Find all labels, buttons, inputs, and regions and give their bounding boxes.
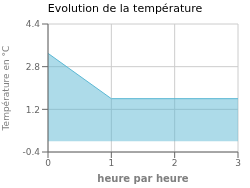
svg-text:4.4: 4.4 [26,19,41,29]
svg-text:-0.4: -0.4 [22,147,40,157]
svg-text:1: 1 [108,158,114,168]
svg-text:2.8: 2.8 [26,62,41,72]
svg-text:2: 2 [172,158,178,168]
html-text:Evolution de la température: Evolution de la température [47,2,203,15]
svg-text:3: 3 [235,158,241,168]
svg-text:1.2: 1.2 [26,105,40,115]
svg-text:0: 0 [45,158,51,168]
svg-text:heure par heure: heure par heure [97,173,188,184]
svg-text:Température en °C: Température en °C [8,46,11,132]
